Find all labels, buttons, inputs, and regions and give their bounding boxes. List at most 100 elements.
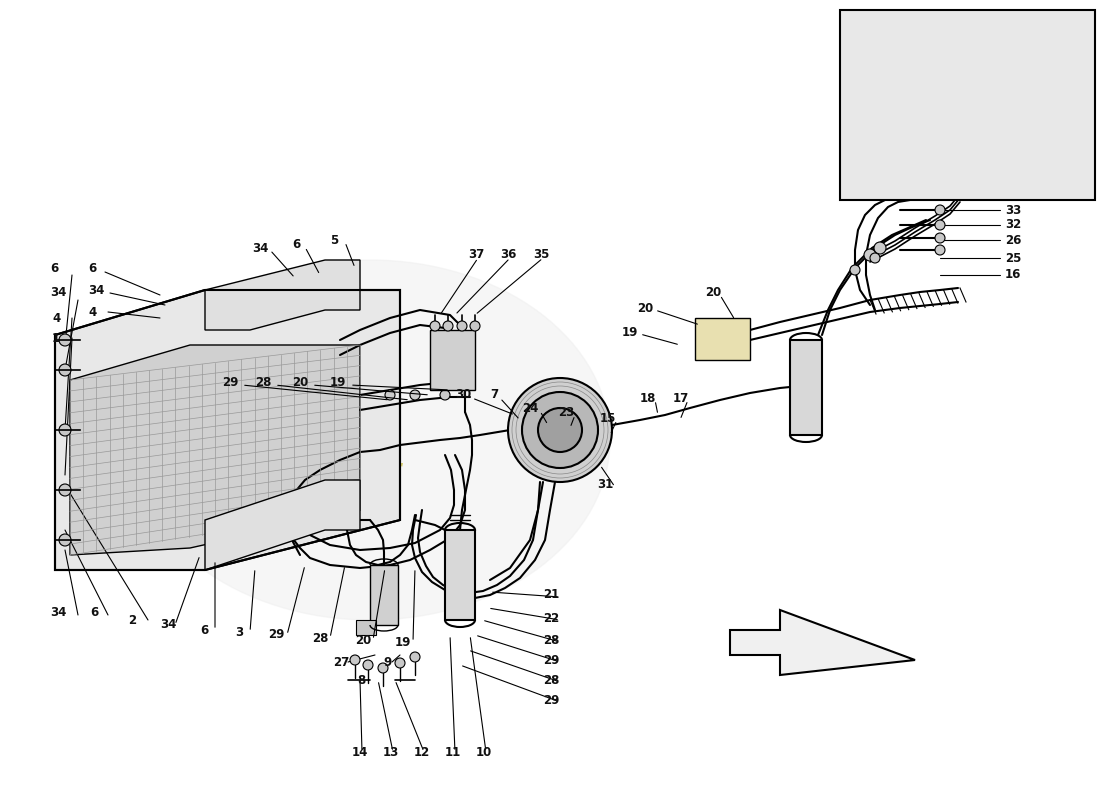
Circle shape [508, 378, 612, 482]
Text: 6: 6 [50, 262, 58, 274]
Circle shape [59, 334, 72, 346]
Text: 33: 33 [1005, 203, 1021, 217]
Text: 4: 4 [52, 311, 60, 325]
Bar [695, 318, 750, 360]
Text: 31: 31 [597, 478, 614, 491]
Text: 25: 25 [1005, 251, 1022, 265]
Circle shape [456, 321, 468, 331]
Text: 32: 32 [1005, 218, 1021, 231]
Text: 29: 29 [543, 654, 560, 666]
Text: 1: 1 [52, 331, 60, 345]
Polygon shape [205, 260, 360, 330]
Text: 36: 36 [500, 247, 516, 261]
Circle shape [59, 484, 72, 496]
Text: 35: 35 [534, 247, 549, 261]
Text: 3: 3 [235, 626, 243, 638]
Text: 22: 22 [543, 611, 559, 625]
Text: 20: 20 [637, 302, 653, 314]
Text: 13: 13 [383, 746, 399, 758]
Text: 28: 28 [543, 674, 560, 686]
Text: 6: 6 [88, 262, 97, 275]
Text: 28: 28 [543, 634, 560, 646]
Text: 2: 2 [128, 614, 136, 626]
Text: 26: 26 [1005, 234, 1022, 246]
Text: 20: 20 [355, 634, 372, 646]
Text: since.com: since.com [260, 488, 400, 512]
Bar [356, 620, 376, 635]
Text: 18: 18 [640, 391, 657, 405]
Text: 14: 14 [352, 746, 368, 758]
Circle shape [59, 364, 72, 376]
Text: 6: 6 [200, 623, 208, 637]
Circle shape [470, 321, 480, 331]
Text: 7: 7 [490, 389, 498, 402]
Circle shape [350, 655, 360, 665]
Text: 19: 19 [330, 375, 346, 389]
Text: 24: 24 [522, 402, 538, 414]
Text: 4: 4 [88, 306, 97, 318]
Text: 28: 28 [255, 375, 272, 389]
Circle shape [443, 321, 453, 331]
Text: 29: 29 [268, 629, 285, 642]
Polygon shape [730, 610, 915, 675]
Text: 28: 28 [312, 631, 329, 645]
Text: 34: 34 [50, 286, 66, 299]
Text: 34: 34 [50, 606, 66, 619]
Text: 6: 6 [90, 606, 98, 619]
Text: 34: 34 [88, 283, 104, 297]
Text: 6: 6 [292, 238, 300, 251]
Circle shape [864, 249, 876, 261]
Circle shape [874, 242, 886, 254]
Text: 21: 21 [543, 589, 559, 602]
Polygon shape [70, 345, 360, 555]
Text: 27: 27 [333, 655, 350, 669]
Text: a passion for: a passion for [219, 458, 402, 482]
Circle shape [363, 660, 373, 670]
Circle shape [395, 658, 405, 668]
Text: 29: 29 [222, 375, 239, 389]
Text: 9: 9 [383, 655, 392, 669]
Text: 19: 19 [621, 326, 638, 338]
Text: 34: 34 [252, 242, 268, 254]
Text: 16: 16 [1005, 269, 1022, 282]
Circle shape [935, 205, 945, 215]
Text: 17: 17 [673, 391, 690, 405]
Circle shape [935, 245, 945, 255]
Text: 30: 30 [455, 389, 471, 402]
Circle shape [935, 233, 945, 243]
Text: 29: 29 [543, 694, 560, 706]
Text: 5: 5 [330, 234, 339, 246]
Text: 12: 12 [414, 746, 430, 758]
Circle shape [440, 390, 450, 400]
Circle shape [410, 652, 420, 662]
Text: 15: 15 [600, 411, 616, 425]
Text: 19: 19 [395, 635, 411, 649]
Circle shape [935, 220, 945, 230]
Bar [370, 565, 398, 625]
Text: 37: 37 [468, 247, 484, 261]
Circle shape [850, 265, 860, 275]
Polygon shape [205, 480, 360, 570]
Ellipse shape [130, 260, 610, 620]
Text: 10: 10 [476, 746, 493, 758]
Circle shape [410, 390, 420, 400]
Circle shape [59, 424, 72, 436]
Circle shape [378, 663, 388, 673]
Text: 20: 20 [292, 375, 308, 389]
Text: 20: 20 [705, 286, 722, 299]
Bar [840, 10, 1094, 200]
Bar [446, 530, 475, 620]
Text: 23: 23 [558, 406, 574, 419]
Text: 34: 34 [160, 618, 176, 631]
Polygon shape [55, 290, 400, 570]
Circle shape [538, 408, 582, 452]
Circle shape [430, 321, 440, 331]
Bar [790, 340, 822, 435]
Bar [430, 330, 475, 390]
Circle shape [870, 253, 880, 263]
Circle shape [385, 390, 395, 400]
Circle shape [59, 534, 72, 546]
Text: 8: 8 [358, 674, 365, 686]
Circle shape [522, 392, 598, 468]
Text: 11: 11 [446, 746, 461, 758]
